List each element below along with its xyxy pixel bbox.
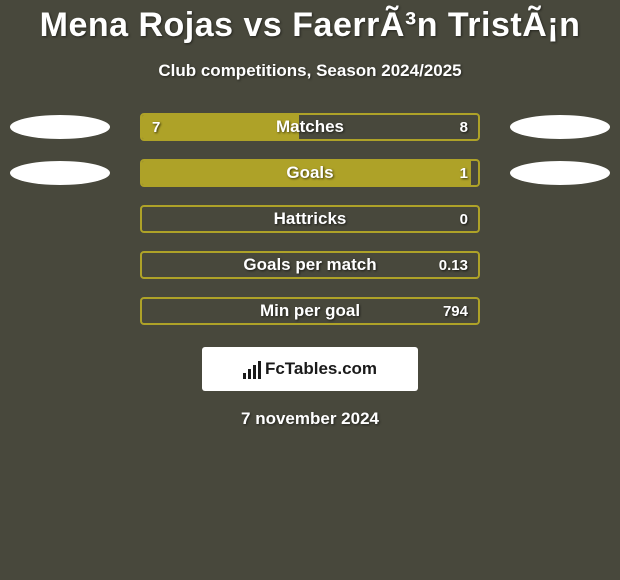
barchart-icon bbox=[243, 359, 261, 379]
stat-row: 794Min per goal bbox=[0, 297, 620, 325]
stat-label: Min per goal bbox=[142, 299, 478, 323]
stat-row: 78Matches bbox=[0, 113, 620, 141]
attribution-text: FcTables.com bbox=[265, 359, 377, 379]
attribution-box: FcTables.com bbox=[202, 347, 418, 391]
stat-bar: 794Min per goal bbox=[140, 297, 480, 325]
stat-right-value: 794 bbox=[443, 299, 468, 323]
stat-right-value: 1 bbox=[460, 161, 468, 185]
stat-bar: 1Goals bbox=[140, 159, 480, 187]
stat-bar: 0.13Goals per match bbox=[140, 251, 480, 279]
date-text: 7 november 2024 bbox=[0, 409, 620, 429]
stat-right-value: 8 bbox=[460, 115, 468, 139]
stat-row: 0Hattricks bbox=[0, 205, 620, 233]
stat-label: Goals per match bbox=[142, 253, 478, 277]
left-ellipse bbox=[10, 161, 110, 185]
stat-bar-fill bbox=[142, 161, 471, 185]
stat-rows-container: 78Matches1Goals0Hattricks0.13Goals per m… bbox=[0, 113, 620, 325]
left-ellipse bbox=[10, 115, 110, 139]
stat-right-value: 0 bbox=[460, 207, 468, 231]
right-ellipse bbox=[510, 115, 610, 139]
stat-label: Hattricks bbox=[142, 207, 478, 231]
stat-right-value: 0.13 bbox=[439, 253, 468, 277]
stat-bar: 78Matches bbox=[140, 113, 480, 141]
page-title: Mena Rojas vs FaerrÃ³n TristÃ¡n bbox=[0, 0, 620, 45]
attribution-inner: FcTables.com bbox=[243, 359, 377, 379]
stat-row: 0.13Goals per match bbox=[0, 251, 620, 279]
stat-bar-fill bbox=[142, 115, 299, 139]
stat-row: 1Goals bbox=[0, 159, 620, 187]
page-subtitle: Club competitions, Season 2024/2025 bbox=[0, 61, 620, 81]
right-ellipse bbox=[510, 161, 610, 185]
stat-left-value: 7 bbox=[152, 115, 160, 139]
stat-bar: 0Hattricks bbox=[140, 205, 480, 233]
